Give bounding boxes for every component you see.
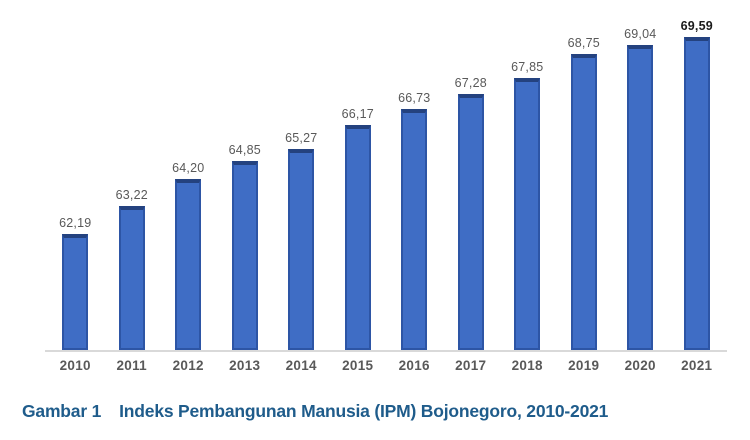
figure-number: Gambar 1 (22, 401, 102, 421)
bar-group-2015: 66,17 (330, 19, 387, 350)
bar-2019 (570, 53, 597, 350)
plot-area: 62,19 63,22 64,20 64,85 65,27 66,17 66,73 67,28… (47, 19, 725, 350)
bar-2020 (627, 45, 654, 350)
x-axis-label-2018: 2018 (511, 358, 543, 373)
x-axis-labels: 2010 2011 2012 2013 2014 2015 2016 2017 2018 2019… (47, 358, 725, 373)
bar-2016 (401, 109, 428, 350)
x-axis-label-2019: 2019 (568, 358, 600, 373)
x-axis-label-2021: 2021 (681, 358, 713, 373)
bar-value-label-2019: 68,75 (567, 35, 600, 50)
x-axis-label-2011: 2011 (116, 358, 147, 373)
bar-group-2010: 62,19 (47, 19, 104, 350)
x-axis-label-2012: 2012 (172, 358, 204, 373)
bar-value-label-2017: 67,28 (454, 76, 487, 91)
bar-group-2012: 64,20 (160, 19, 217, 350)
bar-group-2011: 63,22 (104, 19, 161, 350)
bar-value-label-2016: 66,73 (398, 91, 431, 106)
x-axis-label-2017: 2017 (455, 358, 487, 373)
bar-group-2017: 67,28 (443, 19, 500, 350)
x-axis-label-2016: 2016 (398, 358, 430, 373)
bar-group-2016: 66,73 (386, 19, 443, 350)
x-axis-label-2015: 2015 (342, 358, 374, 373)
bar-value-label-2014: 65,27 (285, 131, 318, 146)
bar-value-label-2012: 64,20 (172, 160, 205, 175)
bar-value-label-2011: 63,22 (115, 188, 148, 203)
figure-caption: Gambar 1 Indeks Pembangunan Manusia (IPM)… (22, 401, 608, 422)
bar-group-2019: 68,75 (556, 19, 613, 350)
bar-2014 (288, 149, 315, 350)
bar-value-label-2013: 64,85 (228, 143, 261, 158)
bar-group-2013: 64,85 (217, 19, 274, 350)
bar-2010 (62, 234, 89, 350)
bar-2015 (344, 124, 371, 350)
bar-value-label-2021: 69,59 (680, 19, 713, 33)
bar-group-2014: 65,27 (273, 19, 330, 350)
bar-group-2018: 67,85 (499, 19, 556, 350)
x-axis-label-2020: 2020 (624, 358, 656, 373)
bar-2017 (457, 94, 484, 350)
bar-value-label-2010: 62,19 (59, 216, 92, 231)
figure-title: Indeks Pembangunan Manusia (IPM) Bojoneg… (119, 401, 609, 421)
bar-value-label-2020: 69,04 (624, 27, 657, 42)
bar-group-2021: 69,59 (669, 19, 726, 350)
bar-value-label-2018: 67,85 (511, 60, 544, 75)
bar-2013 (231, 161, 258, 350)
bar-2018 (514, 78, 541, 350)
bar-2012 (175, 178, 202, 350)
x-axis-line (45, 350, 727, 352)
x-axis-label-2014: 2014 (285, 358, 317, 373)
bar-value-label-2015: 66,17 (341, 106, 374, 121)
bar-group-2020: 69,04 (612, 19, 669, 350)
bar-2011 (118, 206, 145, 350)
x-axis-label-2013: 2013 (229, 358, 261, 373)
x-axis-label-2010: 2010 (59, 358, 91, 373)
bar-2021 (683, 37, 710, 350)
